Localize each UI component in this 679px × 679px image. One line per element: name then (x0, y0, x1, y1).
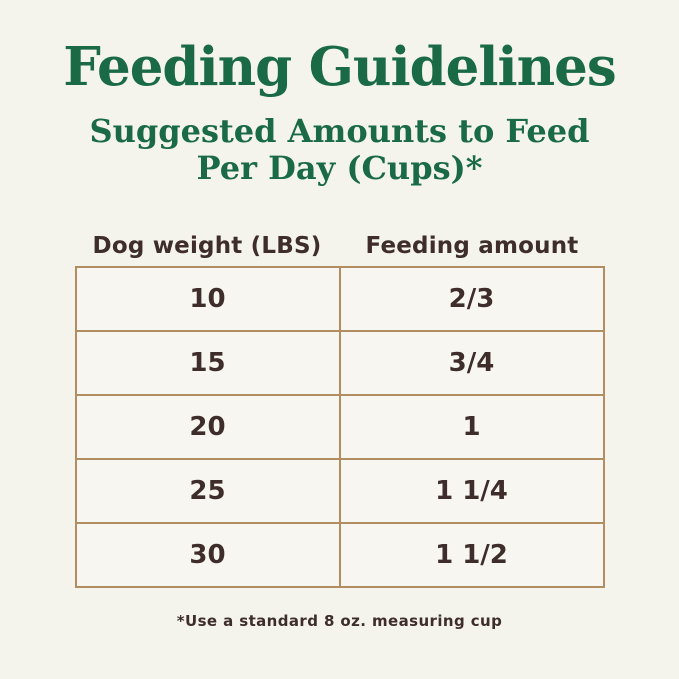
table-column-headers: Dog weight (LBS) Feeding amount (75, 233, 605, 259)
amount-cell: 2/3 (338, 265, 605, 332)
weight-cell: 30 (74, 521, 341, 588)
table-row: 20 1 (74, 393, 605, 460)
column-header-feeding-amount: Feeding amount (365, 232, 579, 259)
amount-cell: 3/4 (338, 329, 605, 396)
amount-cell: 1 1/2 (338, 521, 605, 588)
weight-cell: 10 (74, 265, 341, 332)
weight-cell: 25 (74, 457, 341, 524)
amount-cell: 1 (338, 393, 605, 460)
column-header-dog-weight: Dog weight (LBS) (92, 232, 322, 259)
weight-cell: 20 (74, 393, 341, 460)
page-subtitle: Suggested Amounts to Feed Per Day (Cups)… (0, 111, 679, 187)
page-subtitle-line-2: Per Day (Cups)* (196, 148, 483, 187)
table-row: 25 1 1/4 (74, 457, 605, 524)
table-row: 30 1 1/2 (74, 521, 605, 588)
weight-cell: 15 (74, 329, 341, 396)
table-row: 15 3/4 (74, 329, 605, 396)
amount-cell: 1 1/4 (338, 457, 605, 524)
table-row: 10 2/3 (74, 265, 605, 332)
page-title: Feeding Guidelines (63, 36, 616, 98)
measuring-cup-footnote: *Use a standard 8 oz. measuring cup (176, 611, 503, 630)
page-subtitle-line-1: Suggested Amounts to Feed (89, 111, 590, 150)
feeding-table: 10 2/3 15 3/4 20 1 25 1 1/4 30 1 1/2 (74, 265, 605, 588)
feeding-table-area: Dog weight (LBS) Feeding amount 10 2/3 1… (74, 233, 605, 588)
